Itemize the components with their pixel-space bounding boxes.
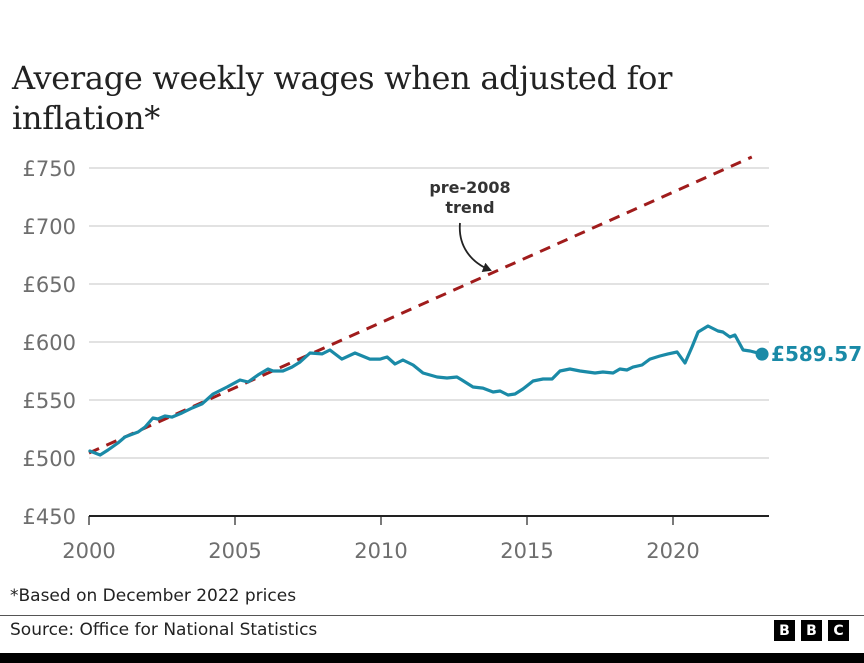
bbc-logo: B B C — [774, 620, 849, 641]
source-note: Source: Office for National Statistics — [10, 620, 318, 640]
footer-divider — [0, 615, 864, 616]
line-chart: £450 £500 £550 £600 £650 £700 £750 2000 2005 201… — [23, 155, 862, 563]
x-tick-label: 2000 — [62, 539, 115, 563]
annotation-line-2: trend — [445, 198, 494, 217]
x-tick-label: 2015 — [500, 539, 553, 563]
bbc-logo-letter: B — [801, 620, 822, 641]
y-tick-label: £700 — [23, 215, 76, 239]
y-axis-tick-labels: £450 £500 £550 £600 £650 £700 £750 — [23, 157, 76, 529]
bottom-bar — [0, 653, 864, 663]
bbc-logo-letter: C — [828, 620, 849, 641]
x-tick-label: 2020 — [646, 539, 699, 563]
end-point-marker — [755, 347, 769, 361]
x-tick-label: 2005 — [208, 539, 261, 563]
footnote: *Based on December 2022 prices — [10, 586, 297, 606]
end-value-label: £589.57 — [771, 342, 862, 366]
annotations: pre-2008 trend — [429, 178, 511, 273]
y-tick-label: £650 — [23, 273, 76, 297]
series-lines: £589.57 — [88, 155, 862, 457]
y-tick-label: £500 — [23, 447, 76, 471]
y-tick-label: £750 — [23, 157, 76, 181]
x-tick-label: 2010 — [354, 539, 407, 563]
gridlines — [89, 167, 769, 459]
x-axis: 2000 2005 2010 2015 2020 — [62, 515, 769, 563]
y-tick-label: £550 — [23, 389, 76, 413]
y-tick-label: £600 — [23, 331, 76, 355]
annotation-line-1: pre-2008 — [429, 178, 510, 197]
y-tick-label: £450 — [23, 505, 76, 529]
annotation-arrow — [458, 222, 492, 273]
wages-line — [88, 324, 764, 457]
chart-title: Average weekly wages when adjusted for i… — [12, 59, 673, 137]
bbc-logo-letter: B — [774, 620, 795, 641]
